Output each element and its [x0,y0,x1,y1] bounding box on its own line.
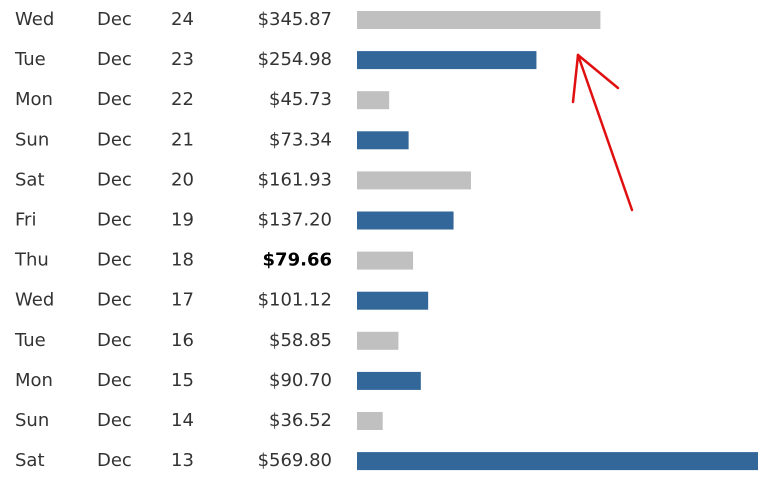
day: 16 [171,330,194,351]
weekday: Thu [14,250,49,271]
day: 23 [171,49,194,70]
bar [357,371,421,390]
bar [357,91,390,110]
day: 19 [171,210,194,231]
month: Dec [97,129,132,150]
annotation-arrow [571,53,634,212]
bar [357,171,471,190]
weekday: Wed [15,9,54,30]
day: 24 [171,9,194,30]
day: 15 [171,370,194,391]
bar [357,291,429,310]
month: Dec [97,370,132,391]
month: Dec [97,330,132,351]
weekday: Wed [15,290,54,311]
month: Dec [97,250,132,271]
amount: $161.93 [258,169,332,190]
bar [357,131,409,150]
month: Dec [97,9,132,30]
month: Dec [97,169,132,190]
weekday: Fri [15,210,36,231]
amount: $345.87 [258,9,332,30]
bar [357,51,537,70]
bar [357,251,414,270]
weekday: Mon [15,370,53,391]
weekday: Sat [15,450,45,471]
weekday: Sun [15,410,49,431]
weekday: Sun [15,129,49,150]
month: Dec [97,290,132,311]
month: Dec [97,410,132,431]
amount: $90.70 [269,370,332,391]
month: Dec [97,450,132,471]
weekday: Sat [15,169,45,190]
day: 22 [171,89,194,110]
amount: $79.66 [263,250,332,271]
amount: $569.80 [258,450,332,471]
bar [357,412,383,430]
amount: $101.12 [258,290,332,311]
amount: $45.73 [269,89,332,110]
month: Dec [97,49,132,70]
amount: $36.52 [269,410,332,431]
day: 17 [171,290,194,311]
bar [357,211,454,230]
day: 20 [171,169,194,190]
day: 14 [171,410,194,431]
day: 21 [171,129,194,150]
day: 18 [171,250,194,271]
bar [357,452,758,471]
bar [357,331,399,350]
weekday: Mon [15,89,53,110]
amount: $137.20 [258,210,332,231]
amount: $254.98 [258,49,332,70]
weekday: Tue [14,330,46,351]
day: 13 [171,450,194,471]
amount: $73.34 [269,129,332,150]
bar [357,11,601,29]
amount: $58.85 [269,330,332,351]
weekday: Tue [14,49,46,70]
month: Dec [97,210,132,231]
month: Dec [97,89,132,110]
